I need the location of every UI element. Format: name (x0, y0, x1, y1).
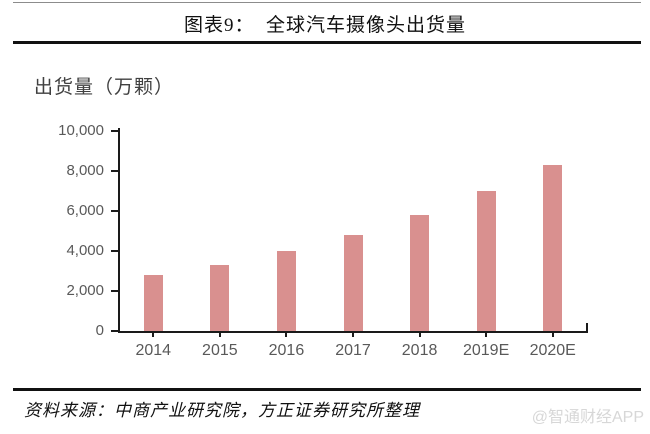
x-tick-label: 2018 (401, 342, 438, 359)
y-axis-line (118, 128, 120, 333)
y-tick (111, 330, 118, 332)
y-tick-label: 8,000 (66, 162, 104, 179)
y-tick-label: 4,000 (66, 242, 104, 259)
y-axis-title: 出货量（万颗） (34, 77, 175, 98)
bar-2016 (276, 251, 296, 331)
bar-2018 (410, 215, 430, 331)
top-rule (13, 2, 641, 3)
x-tick (285, 333, 288, 337)
x-tick (418, 333, 421, 337)
x-tick-label: 2019E (462, 342, 510, 359)
y-tick-label: 6,000 (66, 202, 104, 219)
x-tick (551, 333, 554, 337)
y-tick (111, 290, 118, 292)
y-tick-label: 10,000 (58, 122, 104, 139)
x-tick (218, 333, 221, 337)
watermark: @智通财经APP (531, 409, 644, 426)
y-tick-label: 0 (95, 322, 104, 339)
bar-2014 (143, 275, 163, 331)
bar-2015 (210, 265, 230, 331)
bar-2017 (343, 235, 363, 331)
bar-2019E (476, 191, 496, 331)
x-tick-label: 2014 (135, 342, 172, 359)
source-note: 资料来源：中商产业研究院，方正证券研究所整理 (24, 401, 420, 420)
y-tick (111, 130, 118, 132)
y-tick-label: 2,000 (66, 282, 104, 299)
x-axis-line (118, 331, 588, 333)
x-axis-end-tick (586, 323, 588, 332)
bar-2020E (543, 165, 563, 331)
x-tick-label: 2017 (335, 342, 371, 359)
y-tick (111, 210, 118, 212)
footer-rule (13, 388, 641, 391)
x-tick-label: 2015 (202, 342, 238, 359)
x-tick (152, 333, 155, 337)
chart-title: 图表9： 全球汽车摄像头出货量 (183, 15, 466, 36)
x-tick-label: 2020E (529, 342, 576, 359)
y-tick (111, 170, 118, 172)
y-tick (111, 250, 118, 252)
x-tick (352, 333, 354, 337)
plot-area (120, 131, 586, 331)
title-rule (13, 41, 641, 44)
x-tick-label: 2016 (268, 342, 305, 359)
x-tick (485, 333, 488, 337)
